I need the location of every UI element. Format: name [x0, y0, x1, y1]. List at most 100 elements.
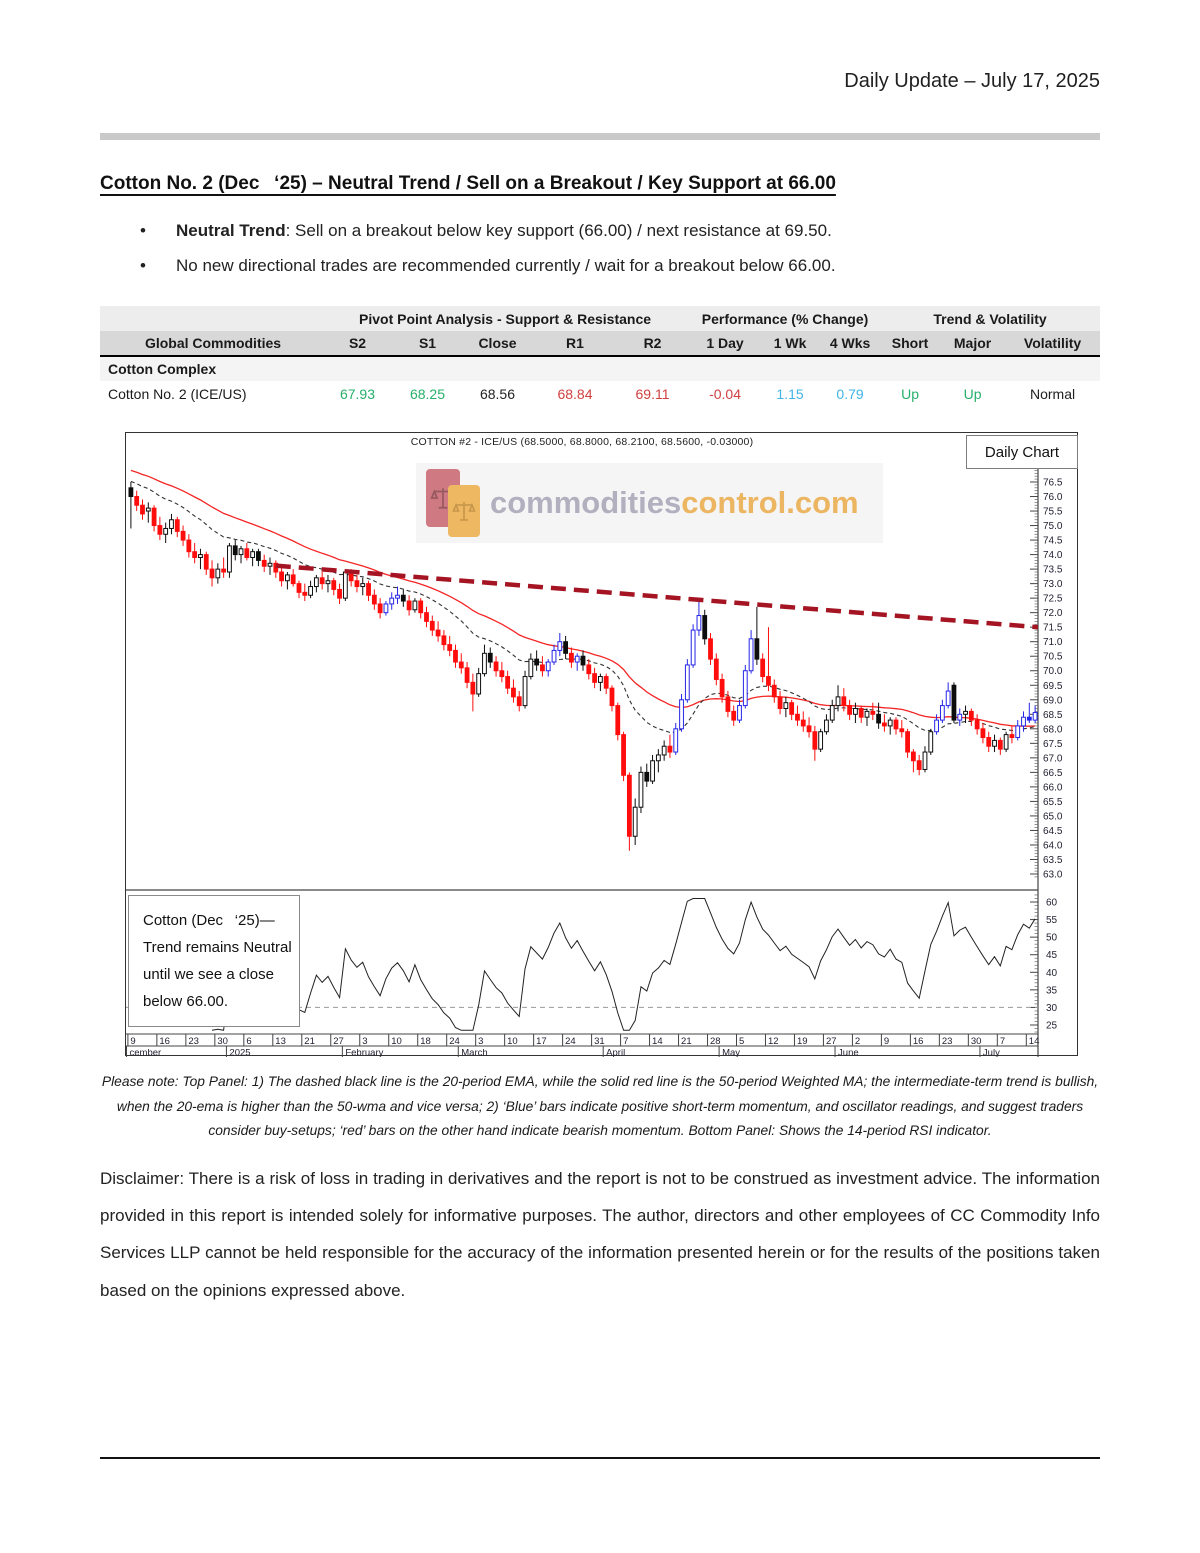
- cell-1day: -0.04: [690, 381, 761, 406]
- svg-text:30: 30: [1046, 1003, 1058, 1014]
- svg-text:cember: cember: [130, 1048, 162, 1058]
- group-header-performance: Performance (% Change): [690, 306, 881, 331]
- cell-close: 68.56: [460, 381, 535, 406]
- watermark-text: commoditiescontrol.com: [490, 485, 859, 521]
- svg-text:16: 16: [159, 1036, 170, 1047]
- svg-text:72.5: 72.5: [1043, 594, 1063, 605]
- svg-text:23: 23: [188, 1036, 199, 1047]
- svg-text:60: 60: [1046, 898, 1058, 909]
- svg-text:75.0: 75.0: [1043, 521, 1063, 532]
- svg-text:2025: 2025: [229, 1048, 250, 1058]
- scales-icon: [430, 488, 456, 509]
- svg-text:68.5: 68.5: [1043, 710, 1063, 721]
- footer-divider: [100, 1457, 1100, 1460]
- svg-text:76.0: 76.0: [1043, 492, 1063, 503]
- svg-text:71.5: 71.5: [1043, 623, 1063, 634]
- group-header-trend: Trend & Volatility: [880, 306, 1101, 331]
- watermark-part1: commodities: [490, 485, 682, 520]
- cell-short-trend: Up: [880, 381, 941, 406]
- svg-text:July: July: [983, 1048, 1000, 1058]
- svg-text:June: June: [838, 1048, 859, 1058]
- svg-text:21: 21: [681, 1036, 692, 1047]
- col-volatility: Volatility: [1005, 331, 1101, 357]
- table-section-row: Cotton Complex: [100, 356, 1101, 381]
- svg-text:May: May: [722, 1048, 740, 1058]
- svg-text:14: 14: [1029, 1036, 1040, 1047]
- svg-text:74.5: 74.5: [1043, 536, 1063, 547]
- svg-text:31: 31: [594, 1036, 605, 1047]
- svg-text:71.0: 71.0: [1043, 637, 1063, 648]
- svg-text:68.0: 68.0: [1043, 724, 1063, 735]
- svg-text:21: 21: [304, 1036, 315, 1047]
- svg-text:73.5: 73.5: [1043, 565, 1063, 576]
- svg-text:72.0: 72.0: [1043, 608, 1063, 619]
- svg-text:35: 35: [1046, 985, 1058, 996]
- cell-r2: 69.11: [615, 381, 691, 406]
- chart-footnote: Please note: Top Panel: 1) The dashed bl…: [101, 1074, 1099, 1139]
- col-short: Short: [880, 331, 941, 357]
- col-s1: S1: [395, 331, 460, 357]
- cell-volatility: Normal: [1005, 381, 1101, 406]
- svg-text:45: 45: [1046, 950, 1058, 961]
- col-s2: S2: [320, 331, 395, 357]
- col-r1: R1: [535, 331, 615, 357]
- svg-text:23: 23: [942, 1036, 953, 1047]
- scales-icon: [452, 502, 476, 521]
- cell-s2: 67.93: [320, 381, 395, 406]
- col-1wk: 1 Wk: [760, 331, 821, 357]
- table-group-header-row: Pivot Point Analysis - Support & Resista…: [100, 306, 1101, 331]
- cell-1wk: 1.15: [760, 381, 821, 406]
- svg-text:16: 16: [913, 1036, 924, 1047]
- svg-text:28: 28: [710, 1036, 721, 1047]
- svg-text:7: 7: [1000, 1036, 1005, 1047]
- cell-commodity-name: Cotton No. 2 (ICE/US): [100, 381, 320, 406]
- daily-chart-badge: Daily Chart: [966, 435, 1078, 469]
- svg-text:3: 3: [362, 1036, 367, 1047]
- svg-text:25: 25: [1046, 1021, 1058, 1032]
- svg-text:66.5: 66.5: [1043, 768, 1063, 779]
- svg-text:February: February: [345, 1048, 383, 1058]
- chart-annotation-box: Cotton (Dec ‘25)— Trend remains Neutral …: [128, 895, 300, 1027]
- svg-text:74.0: 74.0: [1043, 550, 1063, 561]
- svg-text:76.5: 76.5: [1043, 478, 1063, 489]
- col-4wks: 4 Wks: [820, 331, 881, 357]
- page-title: Cotton No. 2 (Dec ‘25) – Neutral Trend /…: [100, 173, 836, 194]
- svg-text:18: 18: [420, 1036, 431, 1047]
- col-r2: R2: [615, 331, 691, 357]
- table-column-header-row: Global Commodities S2 S1 Close R1 R2 1 D…: [100, 331, 1101, 357]
- report-date: Daily Update – July 17, 2025: [844, 70, 1100, 92]
- svg-text:65.0: 65.0: [1043, 811, 1063, 822]
- group-header-blank: [100, 306, 320, 331]
- logo-orange-tile: [448, 485, 480, 537]
- svg-text:64.0: 64.0: [1043, 840, 1063, 851]
- svg-text:19: 19: [797, 1036, 808, 1047]
- table-row: Cotton No. 2 (ICE/US) 67.93 68.25 68.56 …: [100, 381, 1101, 406]
- col-1day: 1 Day: [690, 331, 761, 357]
- svg-text:14: 14: [652, 1036, 663, 1047]
- pivot-table: Pivot Point Analysis - Support & Resista…: [100, 306, 1101, 406]
- bullet-text: : Sell on a breakout below key support (…: [285, 221, 832, 240]
- svg-text:6: 6: [246, 1036, 251, 1047]
- bullet-no-new-trades: No new directional trades are recommende…: [100, 256, 1100, 276]
- svg-text:7: 7: [623, 1036, 628, 1047]
- watermark-part2: control.com: [681, 485, 859, 520]
- svg-text:40: 40: [1046, 968, 1058, 979]
- chart-title: COTTON #2 - ICE/US (68.5000, 68.8000, 68…: [410, 436, 754, 448]
- cell-major-trend: Up: [940, 381, 1006, 406]
- svg-text:30: 30: [217, 1036, 228, 1047]
- svg-text:5: 5: [739, 1036, 744, 1047]
- svg-text:73.0: 73.0: [1043, 579, 1063, 590]
- svg-text:2: 2: [855, 1036, 860, 1047]
- svg-text:70.0: 70.0: [1043, 666, 1063, 677]
- col-major: Major: [940, 331, 1006, 357]
- svg-text:64.5: 64.5: [1043, 826, 1063, 837]
- price-chart-svg: 76.5 76.0 75.5 75.0 74.5 74.0 73.5 73.0 72.5 72.0…: [126, 469, 1063, 1058]
- svg-text:75.5: 75.5: [1043, 507, 1063, 518]
- col-close: Close: [460, 331, 535, 357]
- bullet-bold-label: Neutral Trend: [176, 221, 286, 240]
- svg-text:63.0: 63.0: [1043, 869, 1063, 880]
- cell-s1: 68.25: [395, 381, 460, 406]
- svg-text:67.5: 67.5: [1043, 739, 1063, 750]
- summary-bullets: Neutral Trend: Sell on a breakout below …: [100, 221, 1100, 276]
